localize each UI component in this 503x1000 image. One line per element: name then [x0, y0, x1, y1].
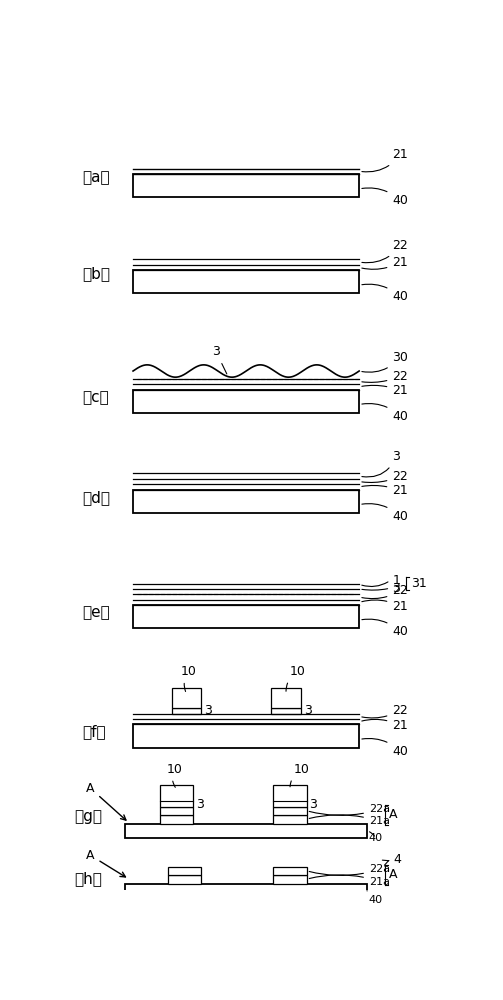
Text: 31: 31: [410, 577, 427, 590]
Bar: [125, 884, 367, 898]
Bar: [160, 785, 194, 807]
Text: （c）: （c）: [82, 390, 109, 405]
Bar: [160, 807, 194, 815]
Text: （a）: （a）: [82, 170, 110, 185]
Text: 3: 3: [212, 345, 227, 374]
Text: 10: 10: [166, 763, 182, 787]
Text: 40: 40: [369, 832, 383, 843]
Bar: [172, 688, 201, 708]
Text: 40: 40: [362, 404, 408, 423]
Text: 40: 40: [362, 284, 408, 303]
Text: 40: 40: [362, 619, 408, 638]
Text: A: A: [87, 849, 125, 877]
Text: 21a: 21a: [309, 875, 390, 887]
Bar: [133, 605, 359, 628]
Bar: [273, 815, 306, 824]
Text: 21: 21: [362, 484, 408, 497]
Text: 21: 21: [362, 148, 408, 172]
Text: A: A: [87, 782, 126, 820]
Text: （b）: （b）: [82, 266, 110, 282]
Bar: [133, 270, 359, 293]
Text: 3: 3: [392, 582, 400, 595]
Bar: [133, 490, 359, 513]
Text: 22: 22: [362, 470, 408, 483]
Text: 21a: 21a: [309, 815, 390, 826]
Text: 40: 40: [367, 891, 383, 905]
Text: 3: 3: [309, 798, 317, 811]
Text: 1: 1: [392, 574, 400, 587]
Bar: [133, 389, 359, 413]
Text: （h）: （h）: [74, 871, 103, 886]
Text: 3: 3: [362, 450, 400, 477]
Text: 3: 3: [196, 798, 204, 811]
Text: （e）: （e）: [82, 605, 110, 620]
Text: 40: 40: [362, 738, 408, 758]
Text: 3: 3: [204, 704, 212, 717]
Bar: [168, 867, 201, 875]
Text: 21: 21: [362, 384, 408, 397]
Text: 10: 10: [181, 665, 197, 691]
Text: A: A: [389, 868, 398, 881]
Text: 21: 21: [362, 600, 408, 613]
Text: 22: 22: [362, 584, 408, 599]
Bar: [168, 875, 201, 884]
Text: 30: 30: [362, 351, 408, 372]
Bar: [172, 708, 201, 714]
Text: 3: 3: [304, 704, 312, 717]
Text: 22: 22: [362, 239, 408, 263]
Text: 10: 10: [290, 763, 310, 787]
Text: A: A: [389, 808, 398, 821]
Bar: [160, 815, 194, 824]
Text: （d）: （d）: [82, 490, 110, 505]
Text: 22a: 22a: [309, 864, 390, 875]
Text: 22: 22: [362, 704, 408, 718]
Text: 21: 21: [362, 256, 408, 269]
Bar: [272, 708, 301, 714]
Bar: [133, 724, 359, 748]
Text: 22a: 22a: [309, 804, 390, 815]
Bar: [273, 807, 306, 815]
Text: （g）: （g）: [74, 809, 103, 824]
Text: 40: 40: [362, 188, 408, 207]
Text: 4: 4: [393, 853, 401, 866]
Bar: [273, 867, 306, 875]
Bar: [273, 875, 306, 884]
Text: 22: 22: [362, 370, 408, 383]
Text: 40: 40: [362, 504, 408, 523]
Bar: [272, 688, 301, 708]
Text: 21: 21: [362, 719, 408, 732]
Bar: [273, 785, 306, 807]
Text: 10: 10: [286, 665, 306, 691]
Bar: [133, 174, 359, 197]
Bar: [125, 824, 367, 838]
Text: （f）: （f）: [82, 725, 106, 740]
